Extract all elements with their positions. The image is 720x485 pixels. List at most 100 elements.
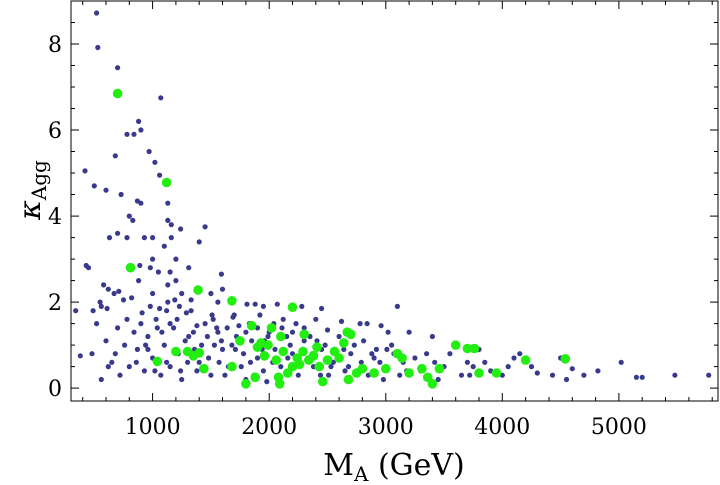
- blue-point-223: [178, 368, 184, 374]
- green-point-59: [474, 368, 484, 378]
- blue-point-210: [218, 338, 224, 344]
- blue-point-247: [147, 303, 153, 309]
- blue-point-219: [345, 364, 352, 370]
- blue-point-28: [141, 235, 147, 241]
- blue-point-209: [202, 321, 208, 327]
- blue-point-43: [173, 278, 179, 284]
- blue-point-186: [424, 351, 430, 357]
- y-tick-label-8: 8: [48, 33, 62, 58]
- blue-point-246: [129, 295, 135, 301]
- blue-point-84: [194, 323, 200, 329]
- y-tick-label-4: 4: [48, 205, 62, 230]
- blue-point-249: [186, 333, 192, 340]
- blue-point-144: [190, 329, 196, 335]
- blue-point-248: [165, 299, 171, 305]
- blue-point-5: [138, 127, 144, 133]
- blue-point-117: [371, 355, 377, 361]
- green-point-7: [171, 346, 181, 357]
- blue-point-217: [317, 372, 324, 378]
- blue-point-47: [101, 282, 107, 288]
- blue-point-176: [447, 351, 453, 357]
- green-point-24: [274, 379, 285, 389]
- blue-point-19: [126, 213, 132, 219]
- blue-point-7: [131, 131, 137, 137]
- blue-point-166: [98, 376, 104, 383]
- blue-point-225: [204, 333, 210, 340]
- blue-point-132: [254, 355, 261, 361]
- blue-point-145: [185, 359, 191, 365]
- blue-point-113: [435, 376, 441, 383]
- blue-point-65: [98, 303, 104, 309]
- y-axis-label: κAgg: [13, 160, 51, 221]
- blue-point-36: [85, 265, 92, 271]
- blue-point-183: [351, 342, 357, 348]
- blue-point-198: [326, 372, 332, 378]
- green-point-4: [227, 296, 237, 306]
- green-point-6: [152, 356, 163, 367]
- blue-point-17: [165, 200, 171, 206]
- green-point-40: [334, 353, 344, 363]
- green-point-0: [112, 88, 123, 99]
- blue-point-56: [172, 297, 178, 303]
- blue-point-105: [549, 372, 556, 378]
- blue-point-82: [154, 325, 160, 331]
- blue-point-161: [122, 342, 128, 348]
- green-point-31: [298, 346, 308, 357]
- x-tick-label-4000: 4000: [474, 415, 530, 440]
- y-tick-label-2: 2: [48, 291, 62, 316]
- green-point-3: [193, 285, 203, 295]
- blue-point-167: [94, 321, 100, 327]
- x-axis-label-main: M: [323, 448, 354, 483]
- plot-frame: [70, 0, 719, 402]
- blue-point-153: [153, 316, 159, 322]
- blue-point-101: [672, 372, 678, 378]
- blue-point-59: [244, 301, 250, 307]
- x-tick-label-3000: 3000: [358, 415, 414, 440]
- y-axis-label-sub: Agg: [27, 160, 51, 201]
- blue-point-71: [90, 308, 96, 314]
- blue-point-13: [91, 183, 97, 189]
- blue-point-162: [117, 372, 123, 378]
- blue-point-139: [215, 329, 221, 335]
- green-point-14: [241, 379, 251, 389]
- blue-point-143: [194, 368, 200, 374]
- blue-point-66: [157, 305, 163, 312]
- blue-point-212: [247, 359, 254, 365]
- green-point-62: [560, 354, 571, 364]
- green-point-38: [322, 355, 333, 365]
- blue-point-50: [116, 288, 122, 294]
- blue-point-41: [167, 269, 173, 275]
- blue-point-151: [161, 342, 167, 348]
- green-point-10: [194, 348, 204, 358]
- blue-point-131: [260, 368, 266, 374]
- blue-point-18: [118, 191, 124, 198]
- blue-point-75: [209, 312, 215, 318]
- blue-point-95: [517, 351, 523, 357]
- blue-point-184: [373, 346, 379, 352]
- green-point-55: [434, 363, 445, 374]
- blue-point-38: [147, 265, 153, 271]
- blue-point-67: [164, 308, 170, 314]
- blue-point-69: [319, 305, 325, 312]
- green-point-16: [250, 372, 260, 383]
- blue-point-108: [505, 364, 511, 370]
- blue-point-160: [126, 364, 132, 370]
- blue-point-205: [145, 346, 151, 352]
- blue-point-208: [188, 308, 194, 314]
- blue-point-149: [171, 325, 177, 331]
- blue-point-68: [176, 303, 182, 309]
- blue-point-189: [569, 366, 575, 372]
- blue-point-91: [406, 329, 412, 335]
- y-tick-label-6: 6: [48, 119, 62, 144]
- green-point-2: [125, 262, 136, 273]
- blue-point-11: [157, 172, 163, 178]
- green-point-60: [491, 368, 502, 378]
- series-green-points: [112, 88, 571, 389]
- blue-point-124: [301, 338, 307, 344]
- blue-point-243: [124, 316, 130, 322]
- blue-point-192: [222, 372, 228, 378]
- blue-point-211: [232, 346, 238, 352]
- blue-point-164: [109, 359, 115, 365]
- blue-point-45: [165, 282, 171, 288]
- blue-point-26: [115, 230, 121, 236]
